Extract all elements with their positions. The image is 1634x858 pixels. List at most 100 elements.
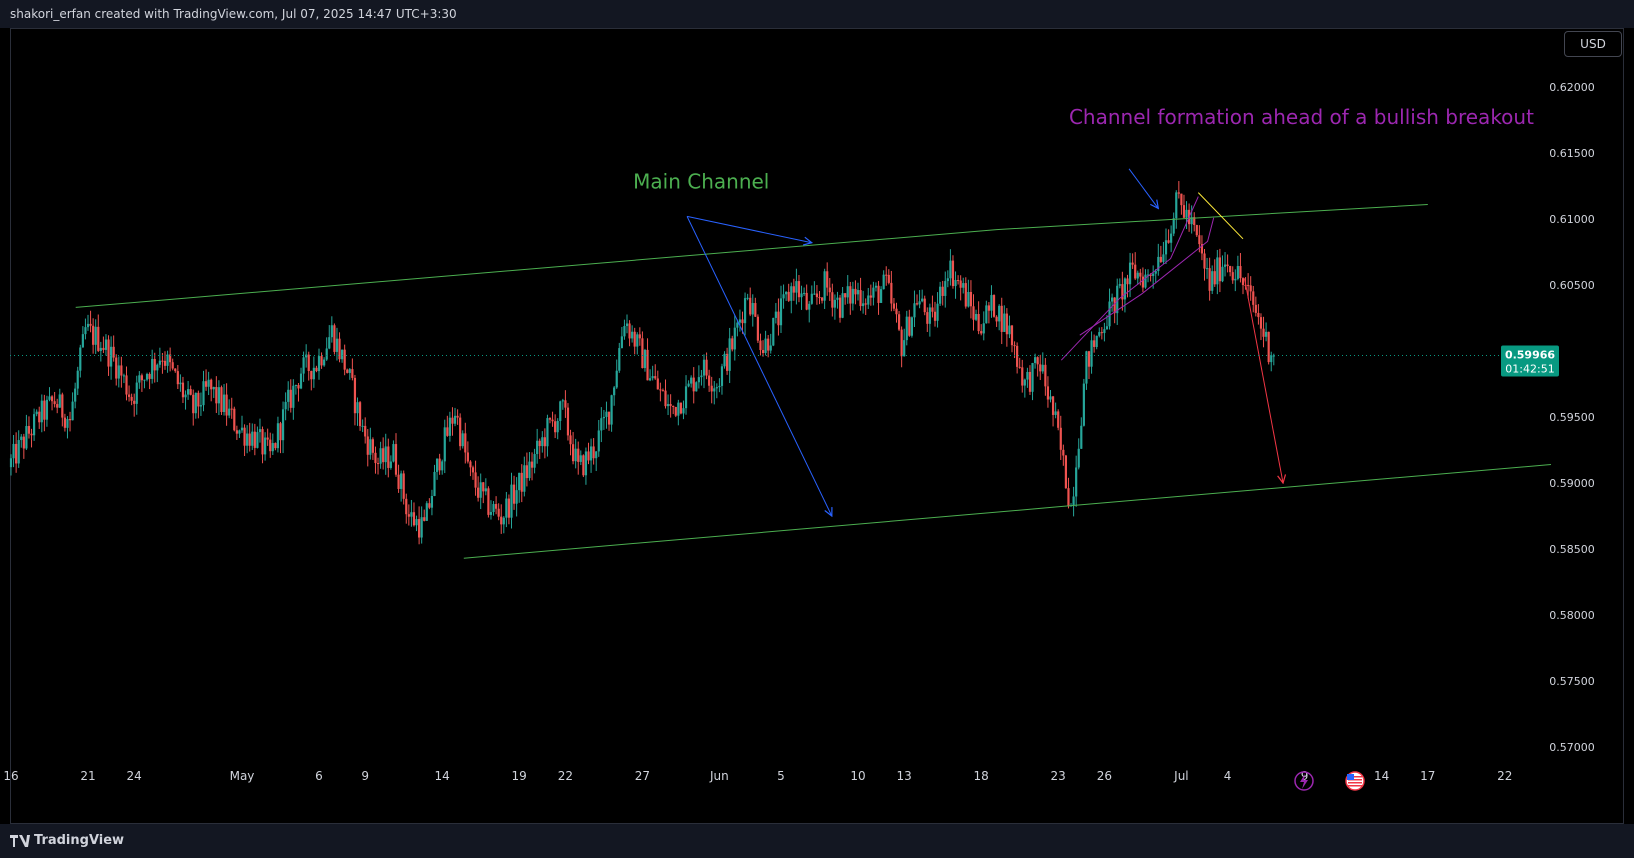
candle-body xyxy=(600,418,603,431)
candle-body xyxy=(530,461,534,468)
candle-body xyxy=(944,281,947,296)
candle-body xyxy=(179,382,182,385)
candle-body xyxy=(779,298,783,326)
candle-body xyxy=(1034,357,1037,363)
candle-body xyxy=(61,394,64,418)
candle-body xyxy=(269,439,272,452)
candle-body xyxy=(605,411,608,417)
candle-body xyxy=(1154,271,1157,274)
candle-body xyxy=(425,503,428,521)
candle-body xyxy=(974,314,978,320)
flag-channel-upper-line xyxy=(1079,217,1215,336)
last-price-label: 0.59966 xyxy=(1505,348,1555,361)
candle-body xyxy=(505,498,508,518)
candle-body xyxy=(595,451,598,459)
lightning-icon[interactable] xyxy=(1300,774,1308,789)
candle-body xyxy=(957,280,960,282)
candle-body xyxy=(466,452,469,462)
flag-channel-lower-line xyxy=(1060,196,1199,361)
candle-body xyxy=(1141,276,1144,288)
candle-body xyxy=(1082,383,1085,426)
candle-body xyxy=(402,473,405,499)
candle-body xyxy=(761,350,765,354)
candle-body xyxy=(212,386,215,390)
candle-body xyxy=(998,305,1001,322)
candle-body xyxy=(1018,366,1021,368)
x-tick-label: 6 xyxy=(315,769,323,783)
lightning-icon[interactable] xyxy=(1294,771,1314,791)
candle-body xyxy=(1049,396,1052,400)
candle-body xyxy=(890,282,893,304)
candle-body xyxy=(636,334,639,347)
candle-body xyxy=(651,376,654,379)
candle-body xyxy=(743,298,747,324)
candle-body xyxy=(446,427,449,436)
currency-button[interactable]: USD xyxy=(1564,31,1622,57)
candle-body xyxy=(240,427,244,431)
candle-body xyxy=(577,448,580,462)
candle-body xyxy=(410,512,413,517)
candle-body xyxy=(456,415,459,418)
candle-body xyxy=(1116,285,1119,314)
candle-body xyxy=(1157,256,1160,272)
candle-body xyxy=(328,337,331,349)
y-tick-label: 0.58500 xyxy=(1549,543,1595,556)
x-tick-label: 5 xyxy=(777,769,785,783)
us-flag-icon xyxy=(1348,776,1362,778)
candle-body xyxy=(45,399,49,420)
candle-body xyxy=(58,394,61,408)
candle-body xyxy=(674,406,677,416)
candle-body xyxy=(1090,340,1093,367)
candle-body xyxy=(1059,427,1062,450)
candle-body xyxy=(133,400,136,404)
candle-body xyxy=(741,319,744,324)
candle-body xyxy=(71,401,74,421)
candle-body xyxy=(1270,355,1273,363)
candle-body xyxy=(423,517,426,521)
candle-body xyxy=(407,514,410,517)
candle-body xyxy=(110,346,113,367)
candle-body xyxy=(915,303,919,305)
candle-body xyxy=(1087,351,1091,367)
candle-body xyxy=(25,426,28,449)
countdown-label: 01:42:51 xyxy=(1505,362,1554,375)
tradingview-brand: TradingView xyxy=(34,833,125,848)
candle-body xyxy=(631,331,634,339)
price-chart[interactable]: Channel formation ahead of a bullish bre… xyxy=(0,0,1634,824)
candle-body xyxy=(438,458,441,471)
candle-body xyxy=(145,373,149,380)
candle-body xyxy=(887,274,890,283)
candle-body xyxy=(728,338,731,371)
candle-body xyxy=(928,307,931,324)
candle-body xyxy=(38,411,41,423)
candle-body xyxy=(731,338,734,350)
candle-body xyxy=(20,436,23,441)
candle-body xyxy=(89,323,92,326)
candle-body xyxy=(659,389,662,391)
candle-body xyxy=(759,340,762,351)
candle-body xyxy=(351,369,354,378)
candle-body xyxy=(525,465,528,479)
candle-body xyxy=(661,390,665,392)
candle-body xyxy=(977,314,980,332)
candle-body xyxy=(1226,264,1229,267)
candle-body xyxy=(854,288,857,295)
candle-body xyxy=(787,291,790,301)
candle-body xyxy=(733,327,736,350)
candle-body xyxy=(143,379,146,381)
us-flag-icon xyxy=(1348,782,1362,784)
candle-body xyxy=(387,446,390,468)
candle-body xyxy=(94,326,97,345)
candle-body xyxy=(828,287,831,293)
candle-body xyxy=(225,394,228,416)
candle-body xyxy=(613,387,616,396)
chart-credit-title: shakori_erfan created with TradingView.c… xyxy=(10,7,457,21)
candle-body xyxy=(120,365,123,376)
candle-body xyxy=(384,446,387,463)
candle-body xyxy=(287,389,290,402)
candle-body xyxy=(210,379,213,390)
us-flag-icon xyxy=(1347,774,1354,780)
candle-body xyxy=(1139,272,1142,277)
candle-body xyxy=(302,357,305,374)
candle-body xyxy=(1234,278,1237,281)
